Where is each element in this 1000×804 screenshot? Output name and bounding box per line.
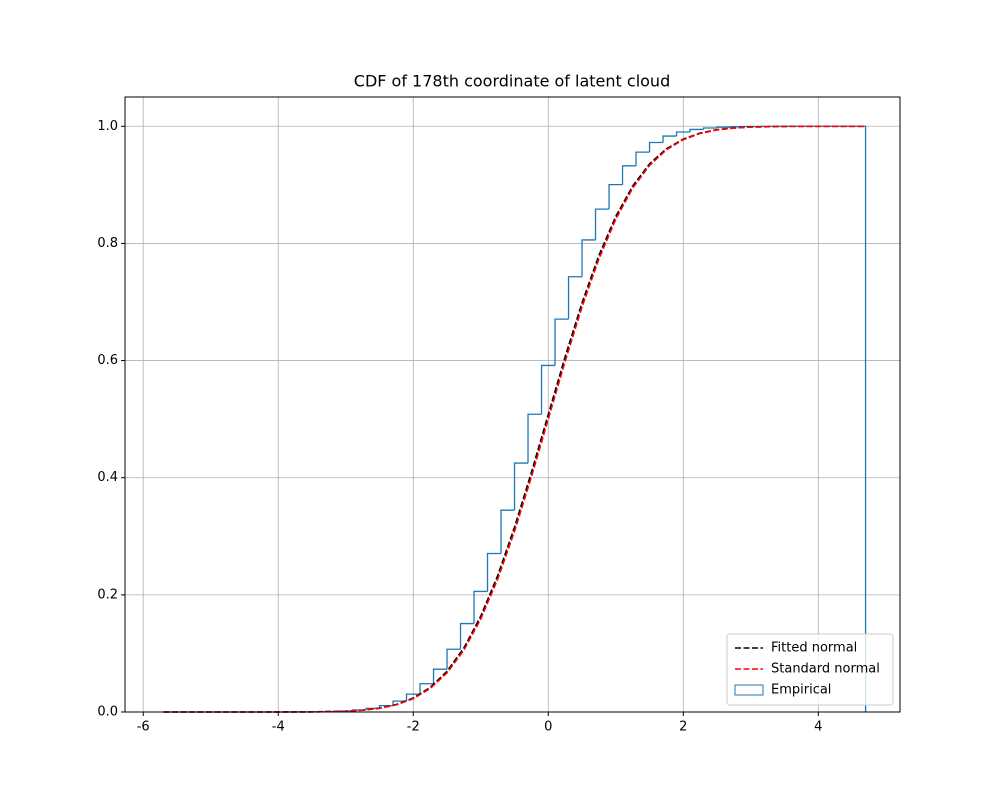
legend-label: Fitted normal	[771, 641, 857, 656]
y-tick-label: 0.8	[97, 236, 118, 251]
x-tick-label: -2	[407, 720, 420, 735]
y-tick-label: 0.0	[97, 705, 118, 720]
y-tick-label: 0.6	[97, 353, 118, 368]
x-tick-label: 0	[544, 720, 552, 735]
x-tick-label: -6	[137, 720, 150, 735]
y-tick-label: 0.2	[97, 587, 118, 602]
legend-label: Empirical	[771, 683, 831, 698]
legend: Fitted normal Standard normal Empirical	[727, 634, 893, 705]
legend-label: Standard normal	[771, 662, 880, 677]
x-tick-label: 4	[814, 720, 822, 735]
y-tick-label: 1.0	[97, 119, 118, 134]
x-tick-label: 2	[679, 720, 687, 735]
chart-title: CDF of 178th coordinate of latent cloud	[354, 72, 670, 91]
x-tick-label: -4	[272, 720, 285, 735]
y-tick-label: 0.4	[97, 470, 118, 485]
